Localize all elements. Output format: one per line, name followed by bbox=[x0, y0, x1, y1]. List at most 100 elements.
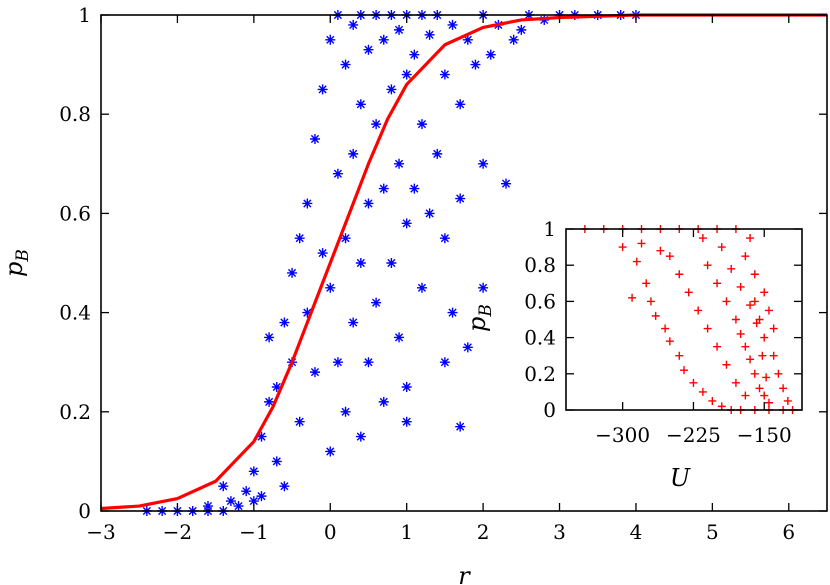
main-data-point bbox=[439, 357, 450, 368]
main-data-point bbox=[340, 59, 351, 70]
main-data-point bbox=[248, 466, 259, 477]
inset-data-point bbox=[769, 324, 778, 333]
main-data-point bbox=[455, 421, 466, 432]
main-x-tick-label: −3 bbox=[86, 520, 115, 544]
inset-data-point bbox=[741, 342, 750, 351]
inset-data-point bbox=[760, 288, 769, 297]
main-data-point bbox=[309, 134, 320, 144]
inset-data-point bbox=[741, 391, 750, 400]
main-data-point bbox=[516, 24, 527, 35]
inset-y-tick-label: 0.2 bbox=[524, 362, 556, 386]
inset-data-point bbox=[736, 329, 745, 338]
inset-x-axis-label: U bbox=[670, 464, 691, 492]
inset-data-point bbox=[665, 337, 674, 346]
inset-data-point bbox=[779, 384, 788, 393]
inset-data-point bbox=[741, 252, 750, 261]
inset-data-point bbox=[698, 387, 707, 396]
inset-data-point bbox=[637, 239, 646, 248]
main-data-point bbox=[363, 44, 374, 55]
inset-data-point bbox=[651, 311, 660, 320]
inset-data-point bbox=[684, 288, 693, 297]
main-data-point bbox=[363, 357, 374, 368]
main-y-tick-label: 0.6 bbox=[59, 201, 91, 225]
inset-data-point bbox=[762, 373, 771, 382]
main-data-point bbox=[355, 431, 366, 442]
main-y-axis-label-sub: B bbox=[13, 249, 33, 263]
inset-data-point bbox=[618, 243, 627, 252]
main-y-tick-label: 0.2 bbox=[59, 400, 91, 424]
main-data-point bbox=[325, 34, 336, 45]
main-data-point bbox=[348, 317, 359, 328]
main-x-tick-label: 5 bbox=[706, 520, 719, 544]
main-data-point bbox=[317, 84, 328, 95]
inset-data-point bbox=[758, 351, 767, 360]
inset-data-point bbox=[783, 396, 792, 405]
inset-data-point bbox=[764, 306, 773, 315]
main-data-point bbox=[302, 198, 313, 209]
main-data-point bbox=[325, 446, 336, 457]
inset-data-point bbox=[722, 360, 731, 369]
inset-data-point bbox=[752, 319, 761, 328]
inset-data-point bbox=[656, 246, 665, 255]
inset-y-axis-label-base: p bbox=[463, 317, 491, 332]
main-y-axis-label: pB bbox=[0, 249, 33, 277]
inset-y-axis-label: pB bbox=[463, 304, 496, 332]
main-data-point bbox=[348, 148, 359, 159]
inset-x-tick-label: −225 bbox=[666, 423, 721, 447]
main-data-point bbox=[394, 158, 405, 169]
main-data-point bbox=[439, 233, 450, 244]
main-y-tick-label: 1 bbox=[78, 3, 91, 27]
inset-data-point bbox=[703, 261, 712, 270]
main-x-tick-label: 1 bbox=[400, 520, 413, 544]
main-data-point bbox=[432, 148, 443, 159]
inset-data-point bbox=[731, 378, 740, 387]
inset-data-point bbox=[750, 270, 759, 279]
main-data-point bbox=[439, 69, 450, 80]
main-data-point bbox=[378, 396, 389, 407]
main-data-point bbox=[371, 119, 382, 130]
inset-data-point bbox=[760, 333, 769, 342]
inset-x-tick-label: −300 bbox=[595, 423, 650, 447]
main-data-point bbox=[294, 233, 305, 244]
inset-y-tick-label: 0.6 bbox=[524, 289, 556, 313]
main-plot-axes: −3 −2 −1 0 1 2 3 4 5 6 0 0.2 0.4 0.6 0.8 1 bbox=[59, 3, 827, 544]
main-data-point bbox=[309, 367, 320, 378]
main-plot-marks bbox=[100, 10, 827, 516]
main-data-point bbox=[447, 307, 458, 318]
main-data-point bbox=[501, 178, 512, 189]
main-data-point bbox=[508, 34, 519, 45]
inset-data-point bbox=[675, 351, 684, 360]
inset-data-point bbox=[694, 306, 703, 315]
main-data-point bbox=[462, 34, 473, 45]
inset-data-point bbox=[680, 366, 688, 375]
main-y-axis-label-base: p bbox=[0, 262, 28, 277]
inset-data-point bbox=[750, 297, 759, 306]
main-data-point bbox=[363, 198, 374, 209]
inset-data-point bbox=[760, 391, 769, 400]
main-data-point bbox=[424, 208, 435, 219]
inset-y-axis-label-sub: B bbox=[476, 304, 496, 318]
inset-background bbox=[566, 229, 802, 410]
main-data-point bbox=[348, 19, 359, 30]
main-data-point bbox=[485, 49, 496, 60]
main-x-tick-label: 2 bbox=[477, 520, 490, 544]
main-data-point bbox=[355, 99, 366, 110]
main-data-point bbox=[470, 59, 481, 70]
main-data-point bbox=[256, 491, 267, 502]
main-data-point bbox=[394, 24, 405, 35]
svg-text:pB: pB bbox=[0, 249, 33, 277]
main-data-point bbox=[386, 84, 397, 95]
main-plot-frame bbox=[100, 14, 828, 512]
main-data-point bbox=[271, 382, 282, 392]
main-data-point bbox=[409, 49, 420, 60]
inset-data-point bbox=[703, 324, 712, 333]
inset-x-tick-label: −150 bbox=[737, 423, 792, 447]
inset-data-point bbox=[727, 264, 736, 273]
main-data-point bbox=[332, 168, 343, 179]
inset-data-point bbox=[713, 342, 722, 351]
inset-data-point bbox=[731, 315, 740, 324]
inset-data-point bbox=[713, 279, 722, 288]
main-data-point bbox=[478, 282, 489, 293]
